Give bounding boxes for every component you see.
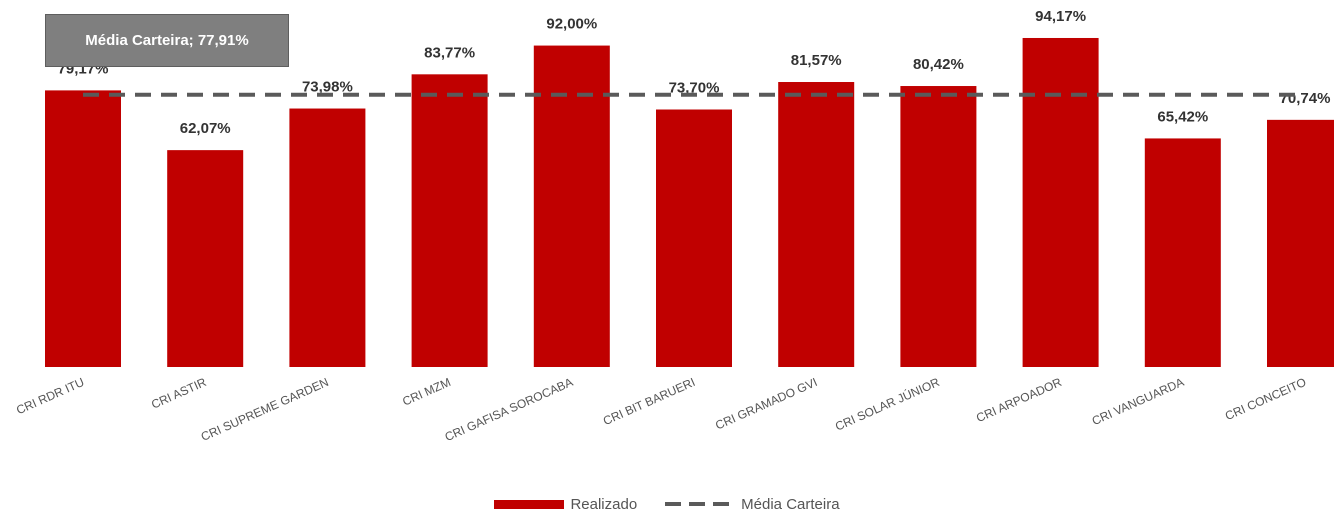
bar-8[interactable]	[1022, 37, 1099, 368]
category-label-2: CRI SUPREME GARDEN	[199, 375, 331, 444]
category-label-10: CRI CONCEITO	[1223, 375, 1308, 423]
value-label-7: 80,42%	[913, 56, 964, 73]
category-label-5: CRI BIT BARUERI	[601, 375, 697, 428]
category-label-4: CRI GAFISA SOROCABA	[443, 375, 575, 444]
value-label-8: 94,17%	[1035, 8, 1086, 25]
bar-7[interactable]	[900, 86, 977, 367]
bar-4[interactable]	[533, 45, 610, 368]
bar-2[interactable]	[289, 108, 366, 367]
category-label-0: CRI RDR ITU	[14, 375, 86, 417]
bar-0[interactable]	[45, 90, 121, 367]
value-label-2: 73,98%	[302, 79, 353, 96]
legend-label-realizado: Realizado	[570, 495, 638, 513]
legend-item-media[interactable]: Média Carteira	[665, 495, 840, 513]
value-label-6: 81,57%	[791, 52, 842, 69]
average-annotation: Média Carteira; 77,91%	[45, 14, 289, 67]
legend-label-media: Média Carteira	[741, 495, 840, 513]
bar-3[interactable]	[411, 74, 488, 368]
value-label-5: 73,70%	[669, 80, 720, 97]
legend: Realizado Média Carteira	[0, 494, 1334, 514]
category-label-7: CRI SOLAR JÚNIOR	[833, 374, 942, 434]
category-label-6: CRI GRAMADO GVI	[713, 375, 819, 433]
category-label-9: CRI VANGUARDA	[1090, 375, 1186, 428]
value-label-10: 70,74%	[1280, 90, 1331, 107]
legend-bar-swatch	[494, 499, 565, 509]
value-label-4: 92,00%	[546, 16, 597, 33]
bar-1[interactable]	[167, 150, 244, 367]
legend-item-realizado[interactable]: Realizado	[494, 496, 637, 513]
category-label-1: CRI ASTIR	[149, 375, 209, 412]
bar-10[interactable]	[1267, 119, 1334, 367]
value-label-9: 65,42%	[1157, 108, 1208, 125]
bars-group	[45, 37, 1334, 368]
value-label-3: 83,77%	[424, 44, 475, 61]
legend-line-swatch	[665, 502, 736, 506]
category-label-3: CRI MZM	[400, 375, 453, 409]
value-label-1: 62,07%	[180, 120, 231, 137]
bar-6[interactable]	[778, 82, 855, 367]
bar-5[interactable]	[656, 109, 732, 367]
bar-9[interactable]	[1144, 138, 1221, 367]
category-label-8: CRI ARPOADOR	[974, 375, 1064, 425]
